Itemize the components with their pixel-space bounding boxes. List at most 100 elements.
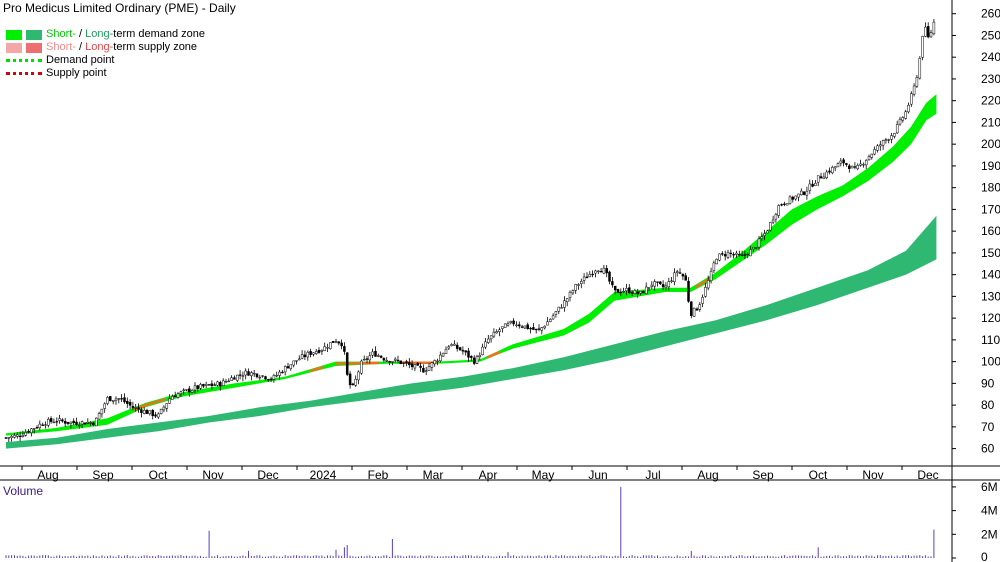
candle-body-289	[819, 176, 823, 179]
candle-body-328	[929, 32, 933, 38]
x-tick-label-15: Nov	[862, 468, 883, 482]
candle-body-201	[571, 290, 575, 294]
legend-supply-point-line	[6, 72, 42, 75]
candle-body-238	[675, 271, 679, 273]
candle-body-314	[890, 135, 893, 140]
candle-body-6	[21, 435, 25, 437]
candle-body-174	[495, 331, 498, 334]
candle-body-70	[202, 384, 205, 387]
candle-body-262	[743, 254, 747, 256]
candle-body-150	[427, 366, 431, 371]
candle-body-37	[109, 396, 112, 402]
candle-body-55	[159, 408, 163, 414]
candle-body-146	[416, 362, 420, 366]
candle-body-23	[69, 421, 73, 424]
x-tick-label-14: Oct	[809, 468, 828, 482]
candle-body-196	[557, 306, 561, 312]
candle-body-105	[300, 354, 304, 359]
candle-body-40	[117, 398, 121, 400]
candle-body-211	[599, 271, 603, 273]
candle-body-298	[845, 163, 848, 165]
volume-title: Volume	[3, 484, 44, 498]
candle-body-102	[292, 360, 295, 366]
candle-body-115	[329, 342, 332, 349]
candle-body-119	[340, 342, 343, 347]
candle-body-248	[704, 287, 707, 297]
candle-body-226	[642, 290, 645, 294]
candle-body-264	[749, 249, 752, 257]
candle-body-50	[145, 410, 149, 415]
candle-body-13	[41, 424, 44, 426]
candle-body-198	[563, 300, 566, 308]
candle-body-311	[881, 140, 885, 146]
candle-body-173	[492, 331, 496, 337]
candle-body-8	[27, 430, 30, 433]
candle-body-162	[461, 349, 465, 352]
candle-body-130	[371, 351, 374, 356]
candle-body-175	[498, 329, 501, 332]
candle-body-16	[49, 418, 53, 422]
candle-body-233	[661, 284, 665, 288]
candle-body-15	[47, 419, 50, 426]
candle-body-111	[317, 350, 321, 353]
candle-body-239	[678, 272, 682, 274]
candle-body-186	[529, 327, 532, 330]
candle-body-277	[785, 203, 789, 206]
candle-body-48	[140, 409, 143, 413]
x-tick-label-1: Sep	[92, 468, 114, 482]
candle-body-182	[518, 324, 521, 327]
candle-body-167	[475, 356, 479, 364]
candle-body-104	[298, 358, 301, 361]
price-tick-label-230: 230	[981, 72, 1000, 86]
candle-body-245	[695, 308, 699, 311]
candle-body-286	[811, 183, 814, 187]
candle-body-279	[791, 196, 795, 200]
candle-body-270	[766, 230, 769, 234]
candle-body-285	[808, 183, 812, 191]
candle-body-225	[639, 291, 642, 294]
volume-tick-label-1: 2M	[981, 527, 998, 541]
x-tick-label-16: Dec	[917, 468, 938, 482]
legend-supply-rest: term supply zone	[113, 41, 198, 53]
candle-body-284	[805, 190, 809, 196]
candle-body-178	[506, 323, 510, 326]
candle-body-82	[236, 374, 239, 381]
candle-body-237	[673, 272, 676, 282]
candle-body-185	[526, 324, 529, 330]
volume-tick-label-2: 4M	[981, 504, 998, 518]
candle-body-85	[244, 370, 247, 376]
candle-body-168	[478, 355, 482, 357]
candle-body-280	[794, 195, 797, 200]
candle-body-204	[580, 281, 583, 284]
candle-body-307	[870, 153, 874, 158]
candle-body-253	[718, 253, 721, 261]
candle-body-189	[537, 328, 541, 330]
price-tick-label-220: 220	[981, 94, 1000, 108]
price-tick-label-200: 200	[981, 137, 1000, 151]
candle-body-98	[281, 371, 284, 374]
candle-body-316	[895, 124, 899, 134]
short-term-supply-segment-4	[487, 350, 501, 359]
x-tick-label-6: Feb	[368, 468, 389, 482]
candle-body-164	[467, 350, 470, 358]
candle-body-252	[715, 259, 718, 265]
candle-body-72	[207, 384, 211, 386]
candle-body-93	[267, 379, 270, 381]
candle-body-156	[444, 348, 448, 355]
candle-body-327	[926, 26, 930, 38]
candle-body-171	[487, 338, 490, 343]
candle-body-76	[219, 382, 222, 387]
legend-long-supply-swatch	[26, 42, 42, 53]
candle-body-214	[608, 271, 611, 282]
candle-body-256	[726, 251, 730, 258]
candle-body-304	[862, 164, 865, 166]
candle-body-325	[921, 36, 924, 58]
candle-body-125	[357, 371, 360, 381]
candle-body-18	[55, 421, 59, 423]
candle-body-135	[385, 360, 388, 362]
x-tick-label-12: Aug	[697, 468, 718, 482]
candle-body-33	[97, 413, 101, 420]
candle-body-209	[594, 270, 597, 274]
candle-body-7	[24, 432, 27, 436]
candle-body-152	[433, 360, 436, 365]
